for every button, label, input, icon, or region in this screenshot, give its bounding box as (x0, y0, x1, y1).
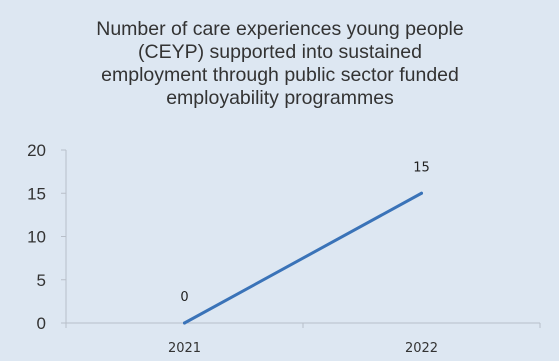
y-tick-label: 5 (37, 271, 46, 290)
data-point (420, 191, 423, 195)
data-label: 0 (180, 290, 188, 305)
y-tick-label: 20 (27, 141, 46, 160)
y-tick-label: 15 (27, 184, 46, 203)
chart-title: Number of care experiences young people … (96, 18, 464, 109)
x-tick-label: 2022 (405, 341, 438, 356)
series-line (183, 191, 423, 325)
data-point (183, 321, 186, 325)
data-label: 15 (413, 160, 430, 175)
y-tick-label: 0 (37, 314, 46, 333)
x-tick-label: 2021 (168, 341, 201, 356)
y-tick-label: 10 (27, 228, 46, 247)
